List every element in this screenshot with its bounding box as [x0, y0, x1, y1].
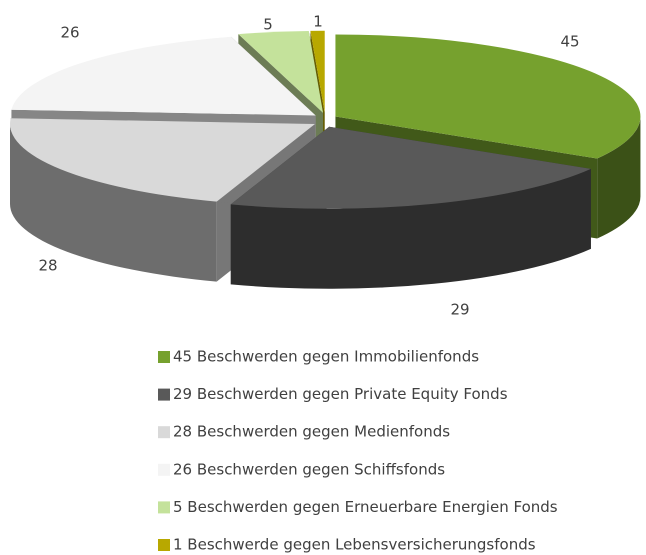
data-label: 29: [450, 301, 469, 319]
legend-swatch: [158, 539, 170, 551]
legend-label: 26 Beschwerden gegen Schiffsfonds: [173, 460, 445, 478]
legend-label: 45 Beschwerden gegen Immobilienfonds: [173, 348, 479, 366]
slice: [11, 36, 316, 116]
slice: [238, 30, 324, 113]
data-label: 28: [38, 257, 57, 275]
slice-side: [597, 116, 641, 239]
legend-label: 28 Beschwerden gegen Medienfonds: [173, 423, 450, 441]
slice: [230, 126, 591, 209]
data-label: 1: [313, 13, 323, 31]
legend-label: 1 Beschwerde gegen Lebensversicherungsfo…: [173, 536, 536, 554]
slice: [310, 30, 325, 113]
slice-side: [230, 168, 591, 289]
legend-swatch: [158, 501, 170, 514]
legend-swatch: [158, 351, 170, 363]
legend-label: 5 Beschwerden gegen Erneuerbare Energien…: [173, 498, 558, 516]
legend-label: 29 Beschwerden gegen Private Equity Fond…: [173, 385, 508, 403]
slice-side: [10, 123, 217, 282]
slice: [335, 34, 641, 159]
slice: [10, 118, 316, 202]
data-label: 45: [560, 33, 579, 51]
legend-swatch: [158, 388, 170, 401]
data-label: 5: [263, 16, 273, 34]
data-label: 26: [60, 24, 79, 42]
legend-swatch: [158, 463, 170, 476]
legend-swatch: [158, 426, 170, 439]
